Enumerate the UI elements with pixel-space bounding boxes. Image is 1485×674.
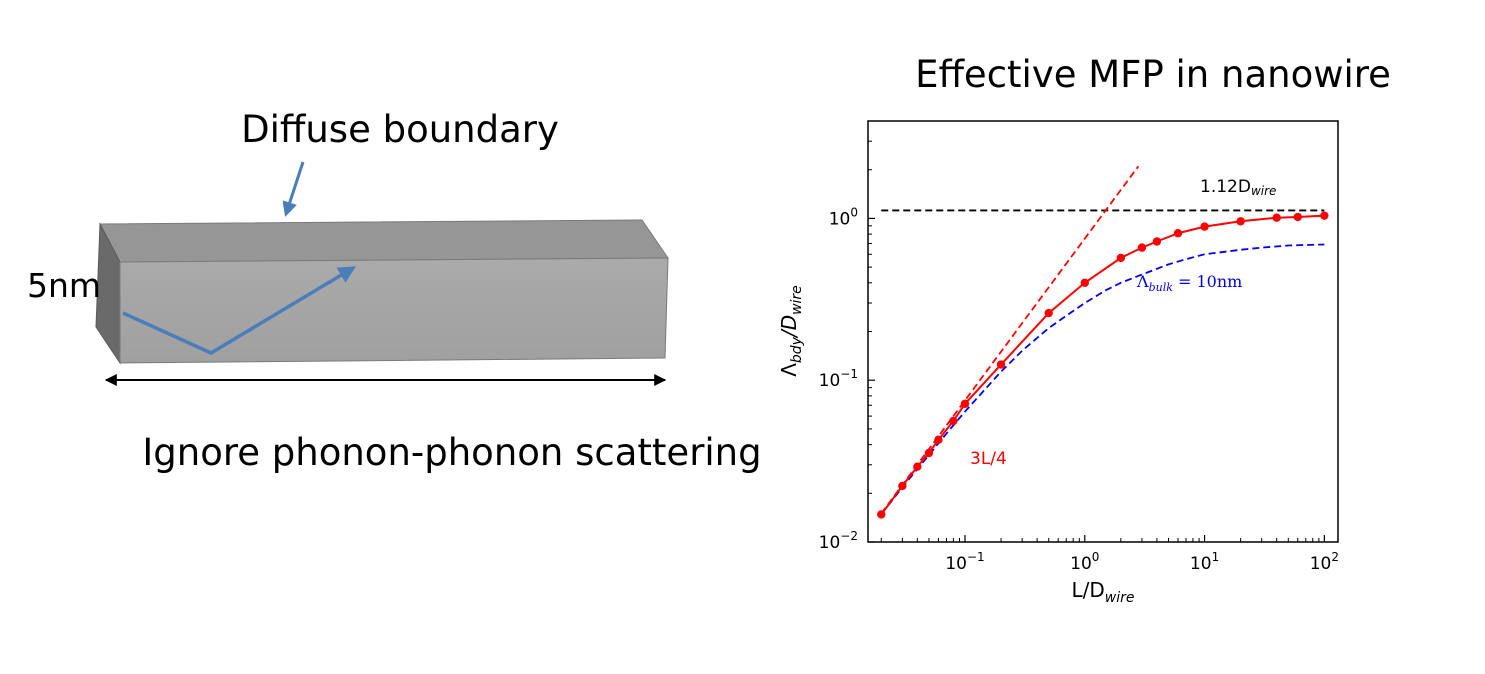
data-point-simulation <box>1173 229 1183 238</box>
reference-line-label: 1.12Dwire <box>1200 177 1276 198</box>
data-point-simulation <box>877 510 886 519</box>
data-point-simulation <box>934 435 943 445</box>
nanowire-diagram: Diffuse boundary 5nm Ignore phonon-phono… <box>27 108 762 474</box>
data-point-simulation <box>1236 217 1245 226</box>
caption: Ignore phonon-phonon scattering <box>142 431 761 474</box>
data-point-simulation <box>1080 278 1089 287</box>
boundary-pointer-arrow <box>282 161 305 217</box>
bulk-mfp-label: Λbulk = 10nm <box>1136 272 1242 294</box>
data-point-simulation <box>913 462 922 471</box>
data-point-simulation <box>1152 237 1162 246</box>
series-line-simulation <box>880 214 1325 516</box>
chart: Effective MFP in nanowire 10−1 100 101 1021… <box>777 53 1391 606</box>
data-point-simulation <box>924 448 934 458</box>
plot-area <box>877 165 1329 519</box>
x-axis-label: L/Dwire <box>1072 578 1135 606</box>
data-point-simulation <box>898 481 907 491</box>
data-point-simulation <box>1044 308 1053 318</box>
width-label: 5nm <box>27 266 101 305</box>
nanowire-top-face <box>99 219 669 263</box>
data-point-simulation <box>949 416 958 426</box>
chart-title: Effective MFP in nanowire <box>915 53 1391 96</box>
data-point-simulation <box>1116 253 1126 263</box>
phonon-path-arrow <box>122 266 357 355</box>
data-point-simulation <box>960 399 970 408</box>
data-point-simulation <box>1137 243 1147 252</box>
y-tick-label: 100 <box>829 205 858 229</box>
x-tick-label: 101 <box>1190 550 1219 574</box>
y-axis-label: Λbdy/Dwire <box>777 285 805 377</box>
series-line--bulk-10nm <box>880 243 1325 516</box>
data-point-simulation <box>996 360 1006 369</box>
series-line-3l-4 <box>880 165 1140 515</box>
diffuse-boundary-label: Diffuse boundary <box>241 108 559 151</box>
ticks: 10−1 100 101 102 10−2 10−1 100 <box>819 140 1339 574</box>
plot-frame <box>867 120 1339 543</box>
x-tick-label: 10−1 <box>945 550 984 574</box>
linear-limit-label: 3L/4 <box>970 449 1007 469</box>
x-tick-label: 102 <box>1310 550 1339 574</box>
y-tick-label: 10−1 <box>819 367 858 391</box>
data-point-simulation <box>1272 213 1281 222</box>
data-point-simulation <box>1293 212 1302 222</box>
y-tick-label: 10−2 <box>819 529 858 553</box>
x-tick-label: 100 <box>1070 550 1099 574</box>
nanowire-front-face <box>119 257 669 364</box>
data-point-simulation <box>1320 211 1329 220</box>
data-point-simulation <box>1200 222 1209 231</box>
